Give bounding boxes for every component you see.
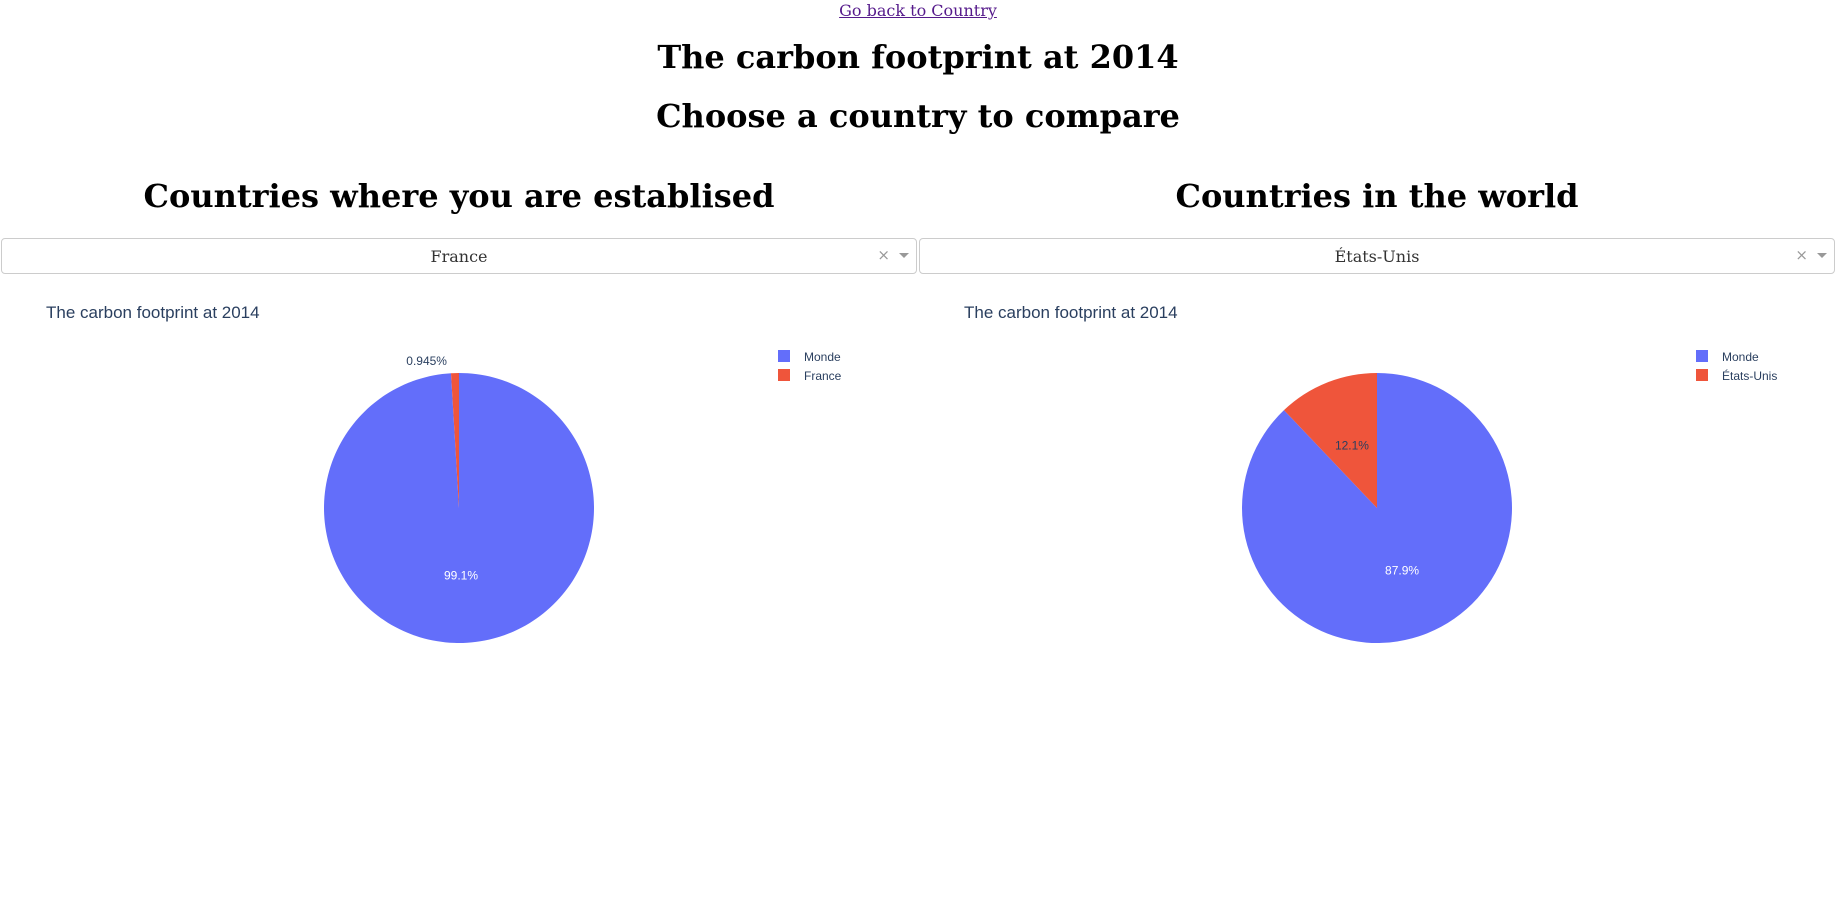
comparison-columns: Countries where you are establised Franc… — [0, 176, 1836, 680]
legend-swatch-monde[interactable] — [1696, 350, 1708, 362]
legend-swatch-france[interactable] — [778, 369, 790, 381]
slice-label-france: 0.945% — [406, 354, 447, 368]
right-pie-svg: The carbon footprint at 2014 87.9% 12.1% Mo… — [964, 303, 1777, 643]
chevron-down-icon[interactable] — [1817, 253, 1827, 258]
right-column: Countries in the world États-Unis × The … — [918, 176, 1836, 680]
slice-label-monde: 99.1% — [444, 568, 478, 582]
legend-label-monde[interactable]: Monde — [804, 350, 841, 364]
legend-swatch-etats-unis[interactable] — [1696, 369, 1708, 381]
slice-label-etats-unis: 12.1% — [1335, 438, 1369, 452]
right-pie-chart: The carbon footprint at 2014 87.9% 12.1% Mo… — [918, 280, 1836, 680]
left-country-dropdown[interactable]: France × — [1, 238, 917, 274]
chart-title: The carbon footprint at 2014 — [46, 303, 260, 322]
legend-swatch-monde[interactable] — [778, 350, 790, 362]
left-pie-svg: The carbon footprint at 2014 99.1% 0.945% M… — [46, 303, 842, 643]
pie-slice-monde[interactable] — [324, 373, 595, 643]
back-to-country-link[interactable]: Go back to Country — [839, 1, 997, 20]
left-pie-chart: The carbon footprint at 2014 99.1% 0.945% M… — [0, 280, 918, 680]
left-column: Countries where you are establised Franc… — [0, 176, 918, 680]
clear-icon[interactable]: × — [877, 246, 890, 264]
pie-slice-france[interactable] — [450, 373, 459, 508]
page-title: The carbon footprint at 2014 — [657, 38, 1179, 76]
chevron-down-icon[interactable] — [899, 253, 909, 258]
right-heading: Countries in the world — [1175, 177, 1579, 215]
slice-label-monde: 87.9% — [1385, 564, 1419, 578]
left-heading: Countries where you are establised — [143, 177, 775, 215]
clear-icon[interactable]: × — [1795, 246, 1808, 264]
legend-label-etats-unis[interactable]: États-Unis — [1722, 368, 1777, 383]
left-dropdown-value: France — [430, 246, 488, 266]
pie-slice-etats-unis[interactable] — [1283, 373, 1377, 508]
chart-title: The carbon footprint at 2014 — [964, 303, 1178, 322]
right-country-dropdown[interactable]: États-Unis × — [919, 238, 1835, 274]
legend-label-monde[interactable]: Monde — [1722, 350, 1759, 364]
legend-label-france[interactable]: France — [804, 369, 842, 383]
header: Go back to Country The carbon footprint … — [0, 0, 1836, 136]
page-subtitle: Choose a country to compare — [656, 97, 1180, 135]
right-dropdown-value: États-Unis — [1334, 246, 1420, 266]
